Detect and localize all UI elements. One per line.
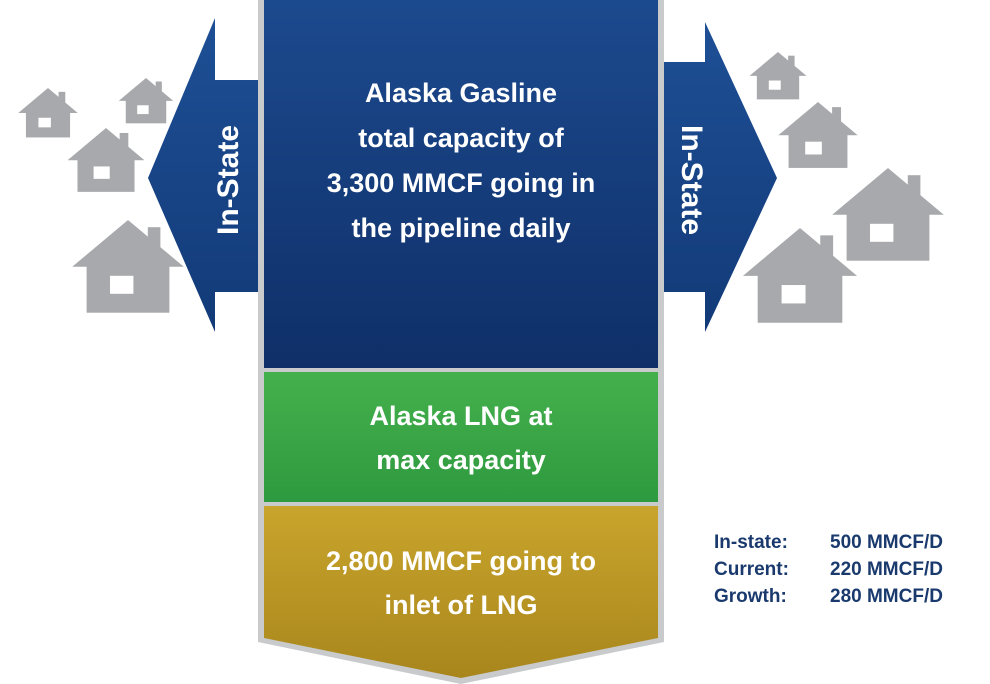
block-text: 2,800 MMCF going to <box>326 546 596 576</box>
house <box>742 228 858 323</box>
house <box>749 52 807 100</box>
block-text: inlet of LNG <box>385 590 538 620</box>
house-window <box>93 166 110 179</box>
block-text: the pipeline daily <box>351 213 570 243</box>
block-text: 3,300 MMCF going in <box>327 168 596 198</box>
right-arrow <box>660 22 777 332</box>
house-window <box>137 105 149 115</box>
stat-value: 220 MMCF/D <box>830 559 943 580</box>
house <box>832 168 944 261</box>
stat-label: In-state: <box>714 532 788 553</box>
left-arrow <box>148 18 262 332</box>
house <box>778 102 858 168</box>
house <box>118 78 174 124</box>
house <box>72 220 184 313</box>
lng-block <box>264 372 658 502</box>
house-window <box>768 80 781 90</box>
house-roof <box>67 128 145 161</box>
gasline-block <box>264 0 658 368</box>
houses <box>18 52 944 323</box>
block-text: max capacity <box>376 445 546 475</box>
house-window <box>805 141 822 155</box>
house-roof <box>18 88 78 113</box>
stat-label: Current: <box>714 559 789 580</box>
house-roof <box>749 52 807 76</box>
right-arrow-label: In-State <box>675 125 708 235</box>
house-roof <box>832 168 944 215</box>
block-text: total capacity of <box>358 123 565 153</box>
house-window <box>781 285 806 304</box>
house-window <box>38 117 51 128</box>
house-chimney <box>155 81 162 95</box>
house-chimney <box>119 132 129 152</box>
stat-value: 500 MMCF/D <box>830 532 943 553</box>
left-arrow-label: In-State <box>212 125 245 235</box>
inlet-block <box>264 506 658 678</box>
house <box>18 88 78 138</box>
house-window <box>870 223 894 242</box>
house-window <box>110 275 134 294</box>
house <box>67 128 145 192</box>
block-text: Alaska Gasline <box>365 78 557 108</box>
house-roof <box>778 102 858 136</box>
house-chimney <box>832 107 842 127</box>
house-chimney <box>58 91 66 107</box>
house-roof <box>742 228 858 276</box>
stat-value: 280 MMCF/D <box>830 586 943 607</box>
block-text: Alaska LNG at <box>369 401 552 431</box>
house-roof <box>118 78 174 101</box>
house-roof <box>72 220 184 267</box>
stat-label: Growth: <box>714 586 787 607</box>
house-chimney <box>788 55 795 70</box>
